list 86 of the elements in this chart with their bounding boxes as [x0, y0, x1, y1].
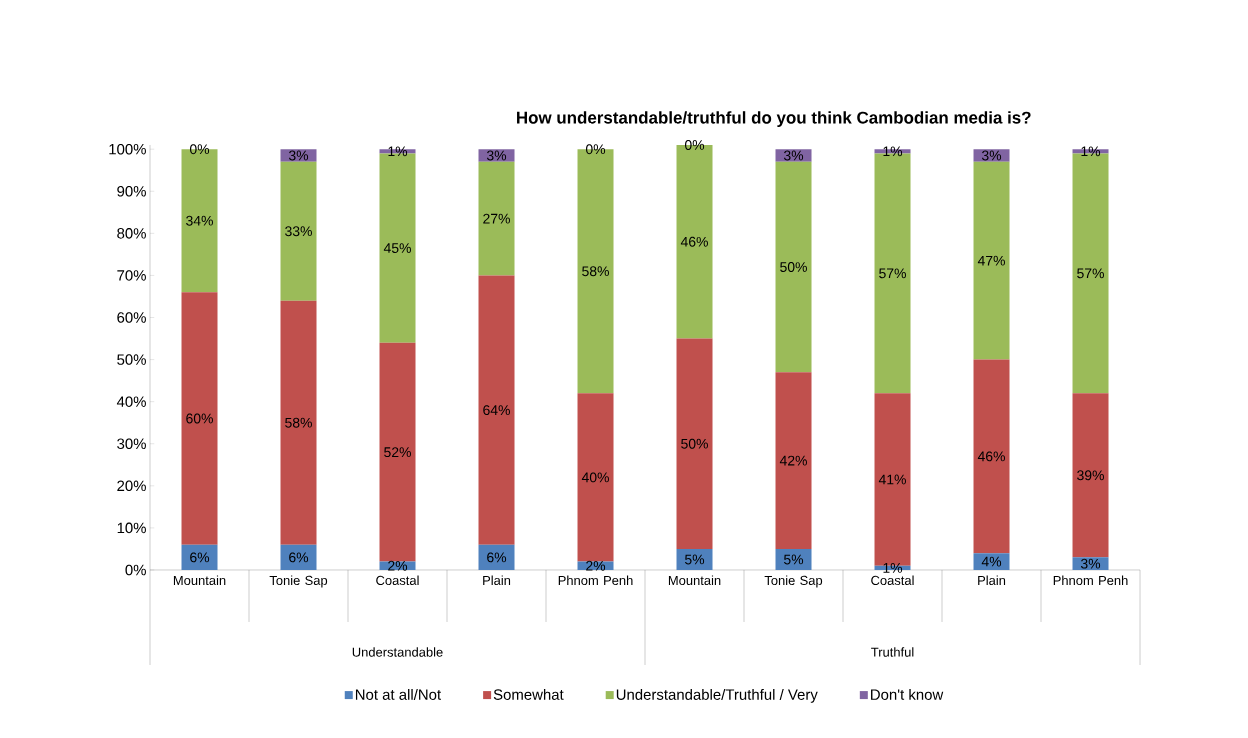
bar: [973, 149, 1010, 162]
data-label: 41%: [878, 474, 906, 485]
x-tick-label: Plain: [978, 575, 1006, 586]
legend-label: Don't know: [871, 688, 944, 700]
bar: [478, 544, 515, 570]
y-tick-label: 10%: [117, 522, 146, 534]
data-label: 64%: [483, 405, 510, 416]
y-tick-label: 50%: [117, 354, 146, 365]
y-tick-label: 100%: [109, 143, 146, 155]
bar: [280, 544, 317, 570]
data-label: 1%: [883, 146, 903, 157]
data-label: 33%: [285, 226, 312, 237]
x-tick-label: Coastal: [871, 575, 914, 586]
data-label: 5%: [685, 554, 705, 565]
bar: [478, 275, 515, 545]
bar: [775, 161, 812, 373]
legend-label: Somewhat: [493, 688, 564, 700]
bar: [676, 338, 713, 549]
data-label: 3%: [783, 150, 804, 161]
legend-label: Not at all/Not: [355, 688, 441, 700]
x-tick-label: Tonie Sap: [269, 575, 328, 588]
data-label: 5%: [784, 554, 804, 565]
data-label: 57%: [879, 268, 906, 279]
data-label: 39%: [1077, 470, 1104, 481]
bar: [1072, 393, 1109, 558]
data-label: 2%: [388, 560, 408, 571]
bar: [181, 544, 218, 570]
y-tick-label: 80%: [117, 228, 146, 239]
y-tick-label: 30%: [117, 438, 146, 450]
y-tick-label: 20%: [117, 480, 146, 492]
data-label: 3%: [981, 150, 1002, 161]
bar: [973, 553, 1010, 570]
chart-title: How understandable/truthful do you think Cambodian media is?: [517, 111, 1031, 127]
data-label: 58%: [582, 266, 609, 277]
data-label: 46%: [680, 236, 708, 247]
data-label: 2%: [586, 560, 606, 571]
data-label: 6%: [289, 552, 309, 563]
data-label: 6%: [190, 552, 210, 563]
data-label: 52%: [384, 447, 411, 458]
data-label: 57%: [1077, 268, 1104, 279]
bar: [379, 342, 416, 562]
x-tick-label: Tonie Sap: [764, 575, 823, 588]
y-tick-label: 40%: [116, 396, 146, 407]
x-tick-label: Mountain: [668, 575, 721, 586]
data-label: 0%: [684, 140, 705, 150]
y-tick-label: 70%: [117, 270, 146, 281]
bar: [973, 161, 1010, 360]
bar: [280, 161, 317, 301]
data-label: 45%: [383, 243, 411, 253]
data-label: 1%: [1081, 146, 1101, 157]
x-tick-label: Phnom Penh: [558, 575, 633, 586]
data-label: 60%: [186, 413, 213, 424]
data-label: 50%: [780, 262, 807, 272]
data-label: 3%: [1080, 558, 1101, 569]
x-tick-label: Mountain: [173, 575, 226, 586]
data-label: 27%: [483, 213, 510, 224]
text: Truthful: [871, 647, 914, 657]
y-tick-label: 60%: [117, 312, 146, 323]
legend-label: Understandable/Truthful / Very: [616, 688, 818, 703]
data-label: 3%: [288, 150, 309, 161]
x-tick-label: Plain: [483, 575, 511, 586]
bar: [973, 359, 1010, 554]
bar: [181, 292, 218, 545]
bar: [478, 161, 515, 276]
x-tick-label: Coastal: [376, 575, 419, 586]
data-label: 47%: [977, 255, 1005, 266]
bar: [1072, 557, 1109, 570]
x-tick-label: Phnom Penh: [1053, 575, 1128, 586]
data-label: 46%: [977, 451, 1005, 462]
data-label: 34%: [186, 215, 213, 226]
bar: [775, 548, 812, 570]
data-label: 58%: [285, 417, 312, 428]
bar: [280, 300, 317, 545]
data-label: 1%: [388, 146, 408, 157]
bar: [775, 372, 812, 549]
bar: [676, 548, 713, 570]
bar: [577, 393, 614, 562]
data-label: 6%: [487, 552, 507, 563]
y-tick-label: 0%: [125, 564, 146, 576]
data-label: 4%: [981, 556, 1002, 567]
data-label: 50%: [681, 438, 708, 449]
y-tick-label: 90%: [117, 185, 146, 197]
text: Understandable: [352, 647, 443, 657]
data-label: 42%: [779, 455, 807, 466]
data-label: 40%: [581, 472, 609, 483]
data-label: 3%: [486, 150, 507, 161]
